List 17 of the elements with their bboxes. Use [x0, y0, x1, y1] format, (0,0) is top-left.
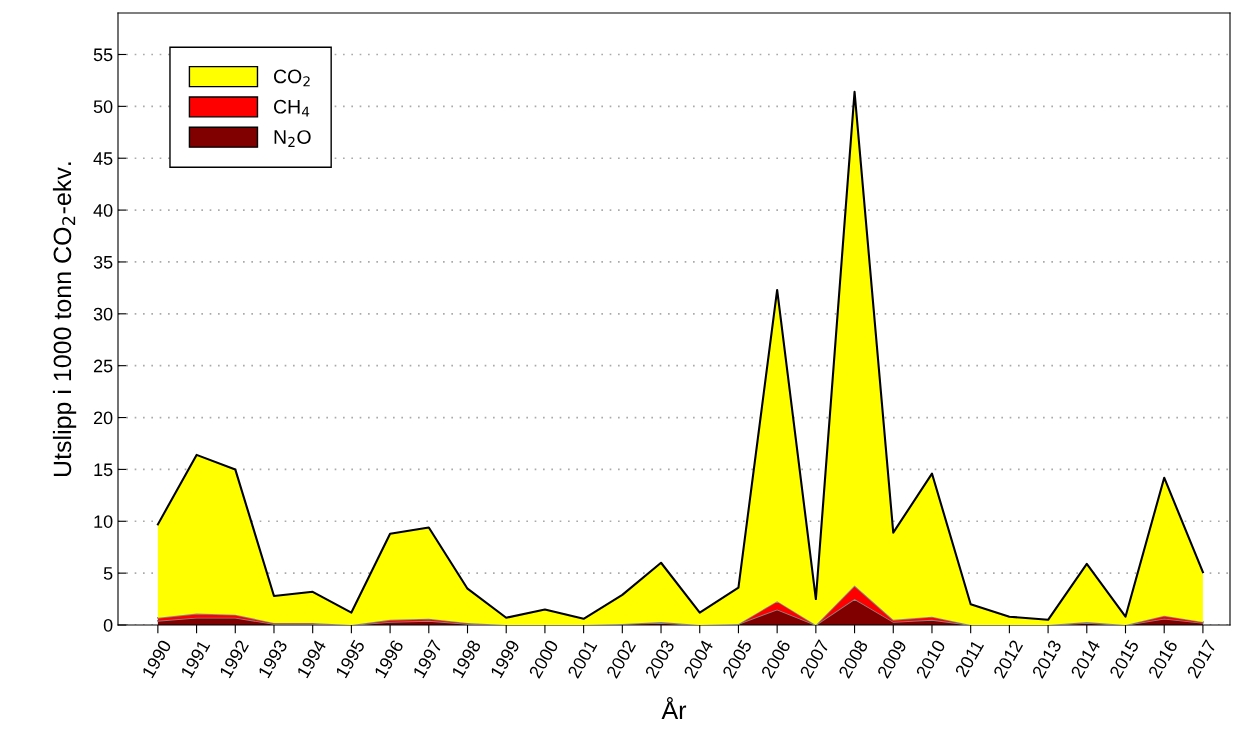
x-axis-title: År — [661, 697, 687, 719]
legend-label: CO$_{2}$ — [274, 69, 310, 87]
y-tick-label: 50 — [93, 100, 113, 114]
y-tick-label: 15 — [94, 463, 113, 477]
y-tick-label: 55 — [93, 48, 113, 62]
y-tick-label: 45 — [93, 152, 113, 165]
y-tick-label: 25 — [93, 359, 113, 373]
y-tick-label: 0 — [103, 618, 113, 632]
y-tick-label: 30 — [93, 307, 113, 321]
y-tick-label: 20 — [93, 411, 113, 425]
legend-label: N$_{2}$O — [274, 130, 311, 147]
y-tick-label: 5 — [103, 567, 113, 580]
y-tick-label: 40 — [93, 204, 113, 217]
y-tick-label: 35 — [93, 255, 113, 269]
y-tick-label: 10 — [94, 515, 113, 528]
legend-label: CH$_{4}$ — [274, 99, 310, 117]
y-axis-title: Utslipp i 1000 tonn CO$_{2}$-ekv. — [52, 162, 77, 477]
